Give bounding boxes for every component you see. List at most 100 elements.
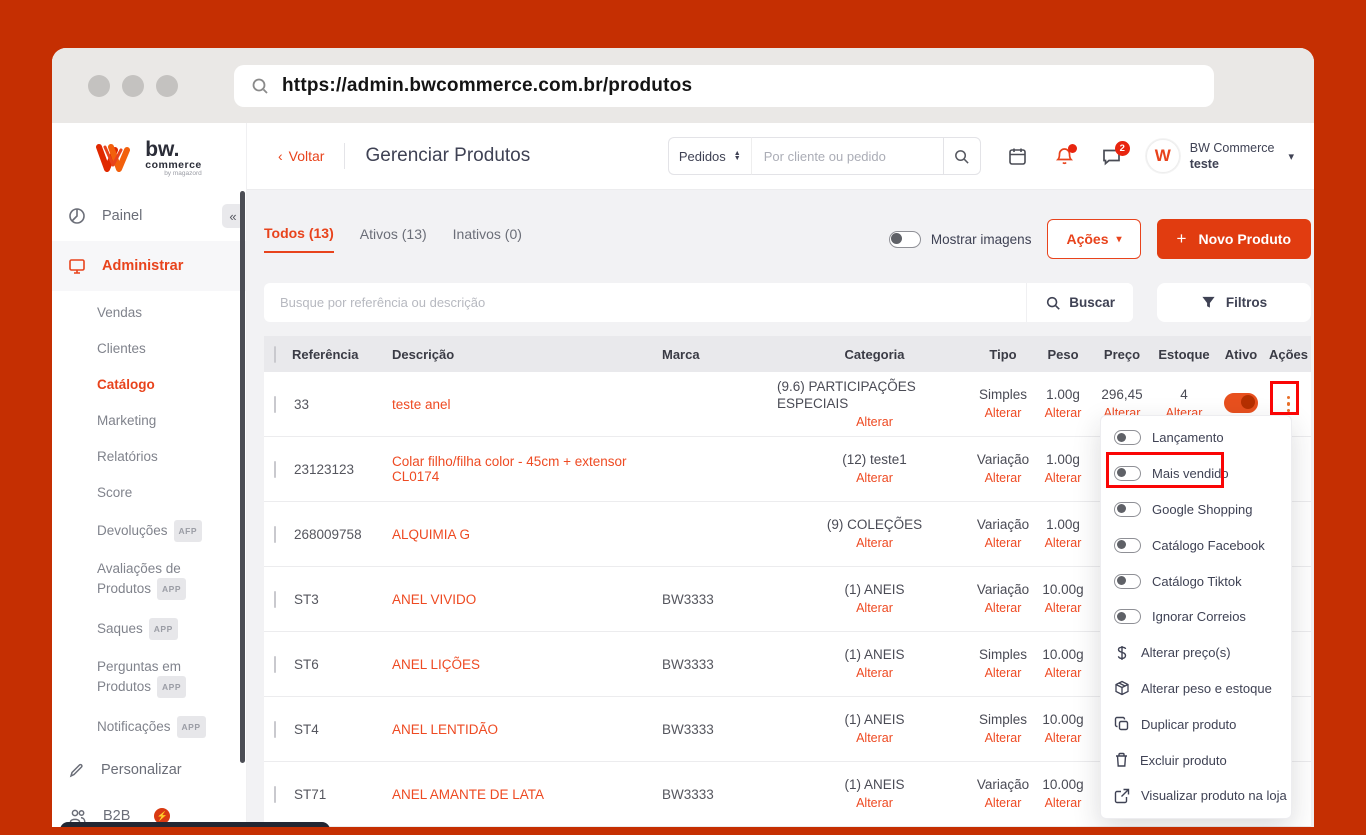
- alterar-peso-link[interactable]: Alterar: [1044, 796, 1082, 810]
- alterar-tipo-link[interactable]: Alterar: [984, 666, 1022, 680]
- row-checkbox[interactable]: [274, 785, 276, 803]
- acoes-cell: [1266, 391, 1311, 417]
- window-control-dot[interactable]: [88, 74, 110, 97]
- alterar-peso-link[interactable]: Alterar: [1044, 406, 1082, 420]
- alterar-peso-link[interactable]: Alterar: [1044, 731, 1082, 745]
- sidebar-collapse-button[interactable]: «: [222, 204, 244, 228]
- row-checkbox[interactable]: [274, 460, 276, 478]
- row-checkbox[interactable]: [274, 655, 276, 673]
- window-control-dot[interactable]: [156, 74, 178, 97]
- tab-inativos[interactable]: Inativos (0): [452, 226, 522, 242]
- chat-icon[interactable]: 2: [1101, 140, 1130, 167]
- mais-vendido-toggle[interactable]: [1114, 466, 1141, 482]
- row-checkbox[interactable]: [274, 720, 276, 738]
- address-bar[interactable]: https://admin.bwcommerce.com.br/produtos: [234, 64, 1214, 107]
- sidebar-item-saques[interactable]: Saques APP: [52, 609, 234, 649]
- product-link[interactable]: ANEL LIÇÕES: [392, 656, 481, 672]
- alterar-peso-link[interactable]: Alterar: [1044, 471, 1082, 485]
- sidebar-item-marketing[interactable]: Marketing: [97, 413, 157, 428]
- sidebar-item-personalizar[interactable]: Personalizar: [52, 747, 246, 793]
- google-shopping-toggle[interactable]: [1114, 501, 1141, 517]
- scope-select[interactable]: Pedidos ▲ ▼: [667, 137, 751, 175]
- alterar-categoria-link[interactable]: Alterar: [856, 536, 893, 550]
- menu-item-google-shopping[interactable]: Google Shopping: [1101, 492, 1291, 528]
- menu-item-catalogo-facebook[interactable]: Catálogo Facebook: [1101, 527, 1291, 563]
- filters-button[interactable]: Filtros: [1157, 283, 1311, 322]
- product-link[interactable]: teste anel: [392, 396, 451, 412]
- alterar-categoria-link[interactable]: Alterar: [856, 601, 893, 615]
- alterar-peso-link[interactable]: Alterar: [1044, 536, 1082, 550]
- sidebar-item-administrar[interactable]: Administrar: [52, 241, 246, 291]
- external-link-icon: [1114, 788, 1130, 804]
- actions-button[interactable]: Ações ▾: [1047, 219, 1141, 259]
- sidebar-item-perguntas[interactable]: Perguntas em Produtos APP: [52, 649, 234, 707]
- row-checkbox[interactable]: [274, 590, 276, 608]
- row-checkbox[interactable]: [274, 525, 276, 543]
- alterar-categoria-link[interactable]: Alterar: [856, 471, 893, 485]
- menu-item-duplicar[interactable]: Duplicar produto: [1101, 706, 1291, 742]
- catalogo-facebook-toggle[interactable]: [1114, 537, 1141, 553]
- product-link[interactable]: ANEL LENTIDÃO: [392, 721, 499, 737]
- ativo-toggle[interactable]: [1224, 392, 1258, 413]
- account-info[interactable]: BW Commerce teste: [1190, 140, 1275, 172]
- ignorar-correios-toggle[interactable]: [1114, 609, 1141, 625]
- tab-todos[interactable]: Todos (13): [264, 225, 334, 253]
- catalogo-tiktok-toggle[interactable]: [1114, 573, 1141, 589]
- alterar-peso-link[interactable]: Alterar: [1044, 601, 1082, 615]
- alterar-categoria-link[interactable]: Alterar: [856, 666, 893, 680]
- alterar-tipo-link[interactable]: Alterar: [984, 731, 1022, 745]
- new-product-button[interactable]: + Novo Produto: [1156, 219, 1311, 259]
- bell-icon[interactable]: [1054, 143, 1077, 167]
- order-search-button[interactable]: [942, 137, 981, 175]
- chevron-down-icon[interactable]: ▾: [1288, 150, 1294, 163]
- row-actions-dots-button[interactable]: [1282, 391, 1296, 417]
- sidebar-scrollbar[interactable]: [240, 191, 245, 763]
- sidebar-item-vendas[interactable]: Vendas: [97, 305, 143, 320]
- sidebar-item-catalogo[interactable]: Catálogo: [97, 377, 155, 392]
- tab-ativos[interactable]: Ativos (13): [359, 226, 427, 242]
- sidebar-item-b2b[interactable]: B2B ⚡: [52, 793, 246, 827]
- menu-item-alterar-peso-estoque[interactable]: Alterar peso e estoque: [1101, 671, 1291, 707]
- menu-item-lancamento[interactable]: Lançamento: [1101, 420, 1291, 456]
- sidebar-item-notificacoes[interactable]: Notificações APP: [52, 707, 234, 747]
- row-checkbox[interactable]: [274, 395, 276, 413]
- sidebar-item-score[interactable]: Score: [97, 485, 133, 500]
- order-search-input[interactable]: [750, 137, 943, 175]
- product-link[interactable]: ANEL VIVIDO: [392, 591, 477, 607]
- alterar-tipo-link[interactable]: Alterar: [984, 796, 1022, 810]
- alterar-categoria-link[interactable]: Alterar: [856, 731, 893, 745]
- sidebar-item-relatorios[interactable]: Relatórios: [97, 449, 158, 464]
- product-link[interactable]: ALQUIMIA G: [392, 526, 471, 542]
- menu-item-ignorar-correios[interactable]: Ignorar Correios: [1101, 599, 1291, 635]
- select-all-checkbox[interactable]: [274, 345, 276, 363]
- menu-item-catalogo-tiktok[interactable]: Catálogo Tiktok: [1101, 563, 1291, 599]
- product-link[interactable]: Colar filho/filha color - 45cm + extenso…: [392, 454, 627, 484]
- alterar-tipo-link[interactable]: Alterar: [984, 601, 1022, 615]
- lancamento-toggle[interactable]: [1114, 430, 1141, 446]
- sidebar-item-devolucoes[interactable]: Devoluções AFP: [52, 511, 234, 551]
- buscar-button[interactable]: Buscar: [1026, 283, 1133, 322]
- menu-item-excluir[interactable]: Excluir produto: [1101, 742, 1291, 778]
- alterar-tipo-link[interactable]: Alterar: [984, 471, 1022, 485]
- calendar-icon[interactable]: [1007, 146, 1028, 167]
- alterar-categoria-link[interactable]: Alterar: [856, 796, 893, 810]
- updown-arrows-icon: ▲ ▼: [733, 150, 741, 162]
- avatar[interactable]: W: [1145, 139, 1180, 173]
- search-icon: [250, 76, 270, 96]
- alterar-tipo-link[interactable]: Alterar: [984, 536, 1022, 550]
- alterar-peso-link[interactable]: Alterar: [1044, 666, 1082, 680]
- sidebar-item-clientes[interactable]: Clientes: [97, 341, 146, 356]
- sidebar-item-painel[interactable]: Painel «: [52, 191, 246, 241]
- show-images-toggle[interactable]: [888, 230, 921, 248]
- back-link[interactable]: ‹ Voltar: [278, 148, 325, 164]
- menu-item-visualizar-loja[interactable]: Visualizar produto na loja: [1101, 778, 1291, 814]
- sidebar-item-avaliacoes[interactable]: Avaliações de Produtos APP: [52, 551, 234, 609]
- product-search-input[interactable]: [264, 295, 1027, 310]
- categoria-cell: (9) COLEÇÕES Alterar: [826, 517, 923, 550]
- alterar-categoria-link[interactable]: Alterar: [856, 414, 893, 429]
- window-control-dot[interactable]: [122, 74, 144, 97]
- alterar-tipo-link[interactable]: Alterar: [984, 406, 1022, 420]
- product-link[interactable]: ANEL AMANTE DE LATA: [392, 786, 545, 802]
- menu-item-mais-vendido[interactable]: Mais vendido: [1101, 456, 1291, 492]
- menu-item-alterar-preco[interactable]: Alterar preço(s): [1101, 635, 1291, 671]
